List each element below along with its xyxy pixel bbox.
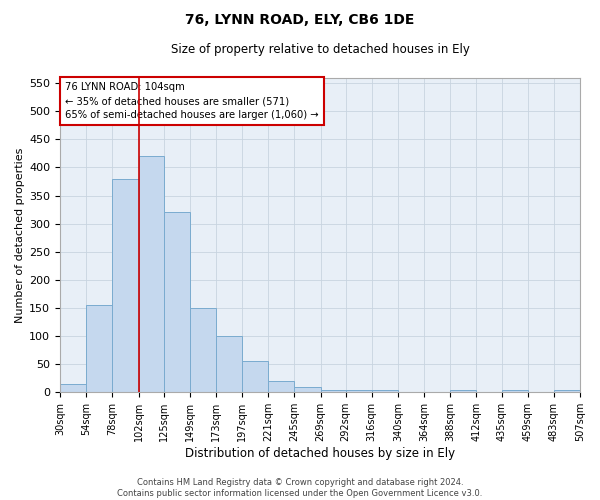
Title: Size of property relative to detached houses in Ely: Size of property relative to detached ho… [170,42,469,56]
Bar [242,362,268,392]
Bar [86,305,112,392]
Text: 76, LYNN ROAD, ELY, CB6 1DE: 76, LYNN ROAD, ELY, CB6 1DE [185,12,415,26]
Bar [346,390,372,392]
X-axis label: Distribution of detached houses by size in Ely: Distribution of detached houses by size … [185,447,455,460]
Bar [320,390,346,392]
Bar [450,390,476,392]
Bar [372,390,398,392]
Bar [112,178,139,392]
Text: 76 LYNN ROAD: 104sqm
← 35% of detached houses are smaller (571)
65% of semi-deta: 76 LYNN ROAD: 104sqm ← 35% of detached h… [65,82,319,120]
Bar [139,156,164,392]
Bar [554,390,580,392]
Bar [502,390,527,392]
Bar [268,381,295,392]
Y-axis label: Number of detached properties: Number of detached properties [15,147,25,322]
Bar [190,308,216,392]
Text: Contains HM Land Registry data © Crown copyright and database right 2024.
Contai: Contains HM Land Registry data © Crown c… [118,478,482,498]
Bar [216,336,242,392]
Bar [60,384,86,392]
Bar [164,212,190,392]
Bar [295,386,320,392]
